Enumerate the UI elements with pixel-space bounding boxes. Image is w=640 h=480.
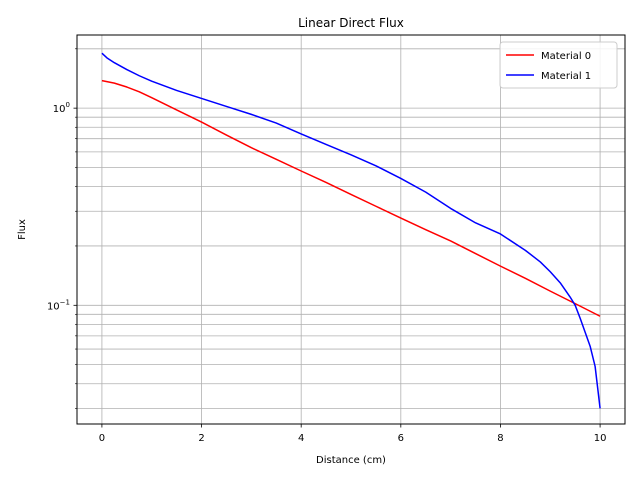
legend-label: Material 1 [541,71,591,82]
y-tick-label: 10−1 [47,298,70,312]
x-tick-label: 8 [497,433,503,444]
y-tick-mantissa: 10 [53,104,66,115]
series-line-material-0 [101,79,601,317]
axes-frame [76,34,626,425]
legend-label: Material 0 [541,51,591,62]
y-tick-exponent: −1 [60,298,70,306]
chart-title: Linear Direct Flux [298,16,404,30]
x-tick-label: 0 [99,433,105,444]
series-lines [101,52,601,409]
y-tick-label: 100 [53,101,70,115]
series-line-material-1 [101,52,601,409]
y-tick-exponent: 0 [66,101,70,109]
x-tick-label: 10 [594,433,607,444]
y-tick-mantissa: 10 [47,301,60,312]
grid [77,35,625,424]
x-tick-label: 2 [198,433,204,444]
legend-box [499,41,618,89]
x-tick-label: 6 [398,433,404,444]
x-axis-label: Distance (cm) [316,455,386,466]
legend: Material 0 Material 1 [499,41,618,89]
y-axis-label: Flux [17,219,28,240]
x-tick-label: 4 [298,433,304,444]
